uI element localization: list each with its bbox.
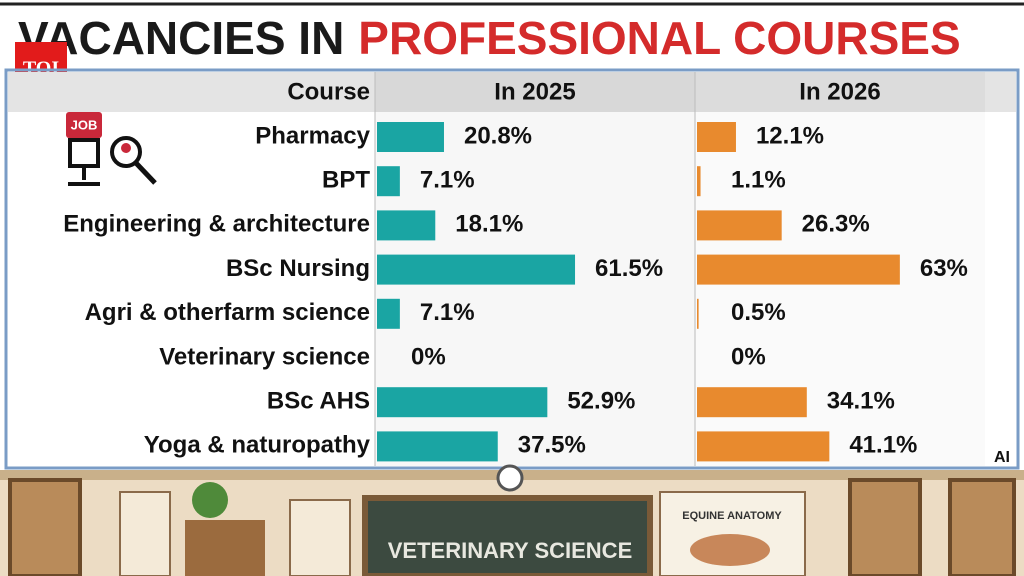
bar: [697, 298, 699, 329]
board-text: VETERINARY SCIENCE: [388, 538, 633, 563]
value-label: 41.1%: [849, 432, 917, 459]
value-label: 20.8%: [464, 122, 532, 149]
value-label: 18.1%: [455, 211, 523, 238]
bar: [377, 166, 400, 197]
value-label: 34.1%: [827, 388, 895, 415]
icon-text: JOB: [71, 117, 98, 132]
category-label: Pharmacy: [255, 122, 370, 149]
job-icon: JOB: [66, 112, 157, 186]
bar: [377, 122, 444, 152]
value-label: 0.5%: [731, 299, 786, 326]
category-label: Veterinary science: [159, 343, 370, 370]
value-label: 7.1%: [420, 167, 475, 194]
bar: [697, 387, 807, 418]
series-header: In 2025: [494, 78, 575, 105]
value-label: 1.1%: [731, 167, 786, 194]
bar: [377, 387, 548, 418]
value-label: 7.1%: [420, 299, 475, 326]
category-label: Engineering & architecture: [63, 211, 370, 238]
value-label: 0%: [411, 343, 446, 370]
bar: [697, 431, 830, 462]
bar: [377, 298, 400, 329]
value-label: 26.3%: [802, 211, 870, 238]
poster-text: EQUINE ANATOMY: [682, 510, 782, 522]
category-label: BPT: [322, 167, 370, 194]
bar: [697, 210, 782, 241]
value-label: 61.5%: [595, 255, 663, 282]
category-label: Yoga & naturopathy: [144, 432, 371, 459]
bar: [377, 431, 498, 462]
category-label: Agri & otherfarm science: [85, 299, 370, 326]
chart-title-highlight: PROFESSIONAL COURSES: [358, 12, 960, 64]
col-2025-header: [375, 72, 695, 112]
bar: [697, 122, 736, 152]
illustration: VETERINARY SCIENCE EQUINE ANATOMY: [0, 464, 1024, 576]
bar: [377, 254, 576, 285]
value-label: 0%: [731, 343, 766, 370]
ai-note: AI: [994, 449, 1010, 466]
series-header: In 2026: [799, 78, 880, 105]
category-label: BSc AHS: [267, 388, 370, 415]
value-label: 37.5%: [518, 432, 586, 459]
value-label: 12.1%: [756, 122, 824, 149]
chart-title: VACANCIES IN: [18, 12, 344, 64]
category-header: Course: [287, 78, 370, 105]
value-label: 52.9%: [567, 388, 635, 415]
col-2026-header: [695, 72, 985, 112]
bar: [697, 166, 701, 197]
bar: [377, 210, 436, 241]
value-label: 63%: [920, 255, 968, 282]
bar: [697, 254, 900, 285]
category-label: BSc Nursing: [226, 255, 370, 282]
